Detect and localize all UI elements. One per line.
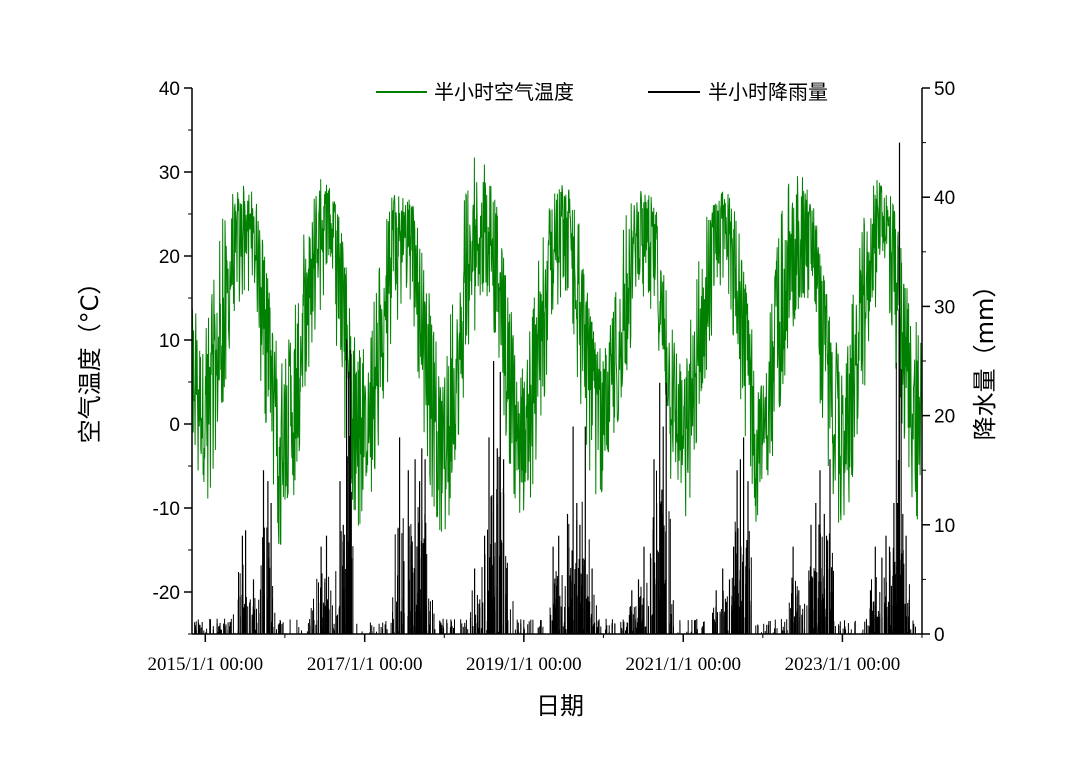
legend-label-precipitation: 半小时降雨量 — [708, 80, 828, 104]
temperature-line — [191, 157, 923, 545]
x-tick-label: 2015/1/1 00:00 — [148, 654, 264, 675]
y-left-tick-label: 0 — [169, 415, 180, 436]
y-right-tick-label: 10 — [934, 516, 955, 537]
x-tick-label: 2017/1/1 00:00 — [307, 654, 423, 675]
y-left-tick-label: -10 — [153, 499, 180, 520]
x-axis-title: 日期 — [536, 692, 584, 720]
y-left-tick-label: -20 — [153, 583, 180, 604]
y-axis-left-title: 空气温度（°C） — [76, 271, 104, 444]
x-tick-label: 2021/1/1 00:00 — [625, 654, 741, 675]
y-axis-right-title: 降水量（mm） — [971, 274, 999, 441]
y-right-tick-label: 20 — [934, 407, 955, 428]
precipitation-series-layer — [194, 142, 920, 634]
y-right-tick-label: 0 — [934, 625, 945, 646]
axes-layer: -20 -10 0 10 20 30 40 0 10 20 30 40 50 2015/1/1 00:00… — [148, 79, 956, 675]
y-right-tick-label: 50 — [934, 79, 955, 100]
legend-label-temperature: 半小时空气温度 — [434, 80, 574, 104]
x-tick-label: 2023/1/1 00:00 — [785, 654, 901, 675]
legend: 半小时空气温度 半小时降雨量 — [376, 80, 828, 104]
y-left-tick-label: 30 — [159, 163, 180, 184]
y-right-tick-label: 30 — [934, 297, 955, 318]
x-tick-label: 2019/1/1 00:00 — [466, 654, 582, 675]
y-left-tick-label: 40 — [159, 79, 180, 100]
y-right-tick-label: 40 — [934, 188, 955, 209]
y-left-tick-label: 10 — [159, 331, 180, 352]
temperature-series-layer — [191, 157, 923, 545]
y-left-tick-label: 20 — [159, 247, 180, 268]
